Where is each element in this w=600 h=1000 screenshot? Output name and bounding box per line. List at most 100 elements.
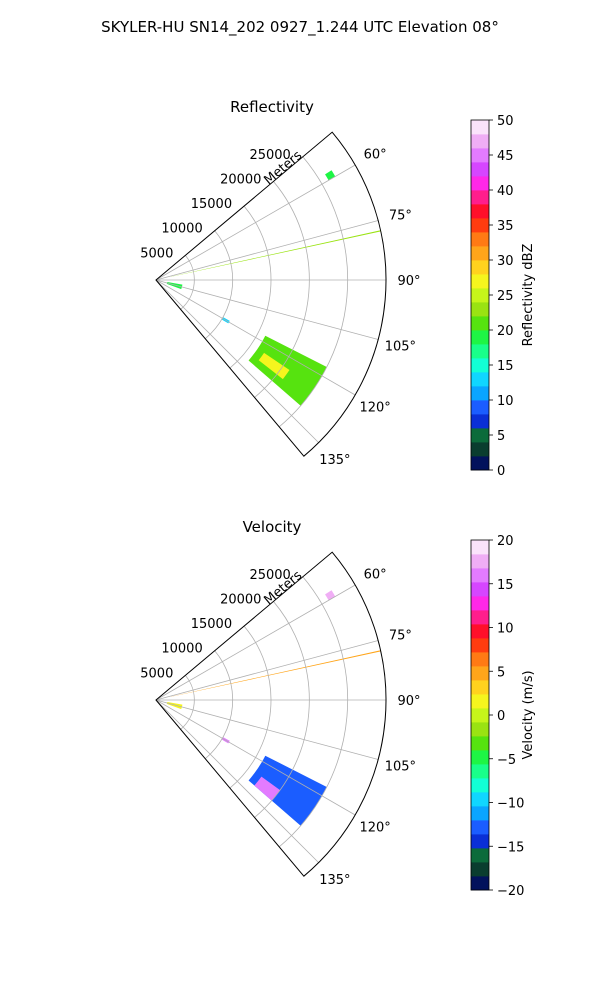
colorbar-swatch [471, 652, 489, 667]
range-ring [278, 576, 349, 848]
azimuth-tick-label: 75° [389, 209, 412, 224]
colorbar-swatch [471, 134, 489, 149]
colorbar-swatch [471, 848, 489, 863]
range-tick-label: 15000 [191, 617, 232, 632]
colorbar-swatch [471, 414, 489, 429]
azimuth-gridline [155, 584, 356, 701]
azimuth-gridline [155, 699, 356, 816]
colorbar-tick-label: −20 [497, 884, 524, 899]
colorbar-tick-label: 25 [497, 289, 514, 304]
azimuth-gridline [155, 279, 356, 396]
colorbar-tick-label: 0 [497, 709, 505, 724]
range-tick-label: 5000 [140, 666, 173, 681]
sector-frame [155, 131, 387, 457]
colorbar-swatch [471, 540, 489, 555]
colorbar-swatch [471, 204, 489, 219]
colorbar-swatch [471, 862, 489, 877]
colorbar-swatch [471, 302, 489, 317]
colorbar-swatch [471, 274, 489, 289]
azimuth-gridline [155, 699, 319, 863]
colorbar-swatch [471, 344, 489, 359]
azimuth-gridline [155, 279, 379, 340]
azimuth-gridline [155, 699, 379, 760]
colorbar-swatch [471, 680, 489, 695]
range-tick-label: 25000 [249, 568, 290, 583]
colorbar-swatch [471, 708, 489, 723]
colorbar-swatch [471, 568, 489, 583]
azimuth-tick-label: 75° [389, 629, 412, 644]
colorbar-swatch [471, 792, 489, 807]
colorbar-swatch [471, 176, 489, 191]
colorbar-swatch [471, 288, 489, 303]
azimuth-tick-label: 105° [385, 339, 416, 354]
colorbar-swatch [471, 316, 489, 331]
azimuth-gridline [155, 279, 319, 443]
velocity-polar-plot: 5000 10000 15000 20000 25000 60° 75° 90° 105° 120… [140, 551, 421, 888]
colorbar-swatch [471, 638, 489, 653]
colorbar-swatch [471, 386, 489, 401]
azimuth-gridline [155, 640, 379, 701]
azimuth-gridline [155, 220, 379, 281]
colorbar-swatch [471, 722, 489, 737]
range-ring [229, 205, 272, 369]
azimuth-tick-label: 60° [364, 148, 387, 163]
range-tick-label: 10000 [161, 642, 202, 657]
colorbar-swatch [471, 442, 489, 457]
colorbar-tick-label: 50 [497, 114, 514, 129]
reflectivity-title: Reflectivity [230, 98, 314, 116]
colorbar-swatch [471, 372, 489, 387]
range-ring [205, 650, 234, 760]
reflectivity-panel: Reflectivity 5000 10000 15000 20000 25000 60°… [140, 98, 536, 479]
velocity-colorbar-label: Velocity (m/s) [521, 670, 536, 759]
colorbar-swatch [471, 246, 489, 261]
echo-northeast-cell [325, 590, 336, 601]
colorbar-tick-label: 20 [497, 534, 514, 549]
colorbar-swatch [471, 120, 489, 135]
echo-storm-inbound-edge [254, 776, 281, 801]
azimuth-tick-label: 120° [359, 821, 390, 836]
colorbar-swatch [471, 666, 489, 681]
colorbar-swatch [471, 596, 489, 611]
colorbar-swatch [471, 876, 489, 891]
colorbar-tick-label: 10 [497, 622, 514, 637]
colorbar-swatch [471, 400, 489, 415]
colorbar-tick-label: −5 [497, 753, 516, 768]
range-tick-label: 20000 [220, 592, 261, 607]
azimuth-tick-label: 90° [397, 694, 420, 709]
echo-clutter-near-radar [166, 281, 183, 290]
colorbar-swatch [471, 820, 489, 835]
colorbar-tick-label: 35 [497, 219, 514, 234]
range-tick-label: 15000 [191, 197, 232, 212]
colorbar-tick-label: 30 [497, 254, 514, 269]
colorbar-swatch [471, 624, 489, 639]
range-ring [278, 156, 349, 428]
range-tick-label: 5000 [140, 246, 173, 261]
azimuth-tick-label: 105° [385, 759, 416, 774]
colorbar-swatch [471, 582, 489, 597]
colorbar-swatch [471, 554, 489, 569]
azimuth-tick-label: 135° [319, 873, 350, 888]
echo-southeast-storm [248, 755, 327, 826]
reflectivity-colorbar-label: Reflectivity dBZ [521, 244, 536, 347]
azimuth-tick-label: 90° [397, 274, 420, 289]
azimuth-tick-label: 120° [359, 401, 390, 416]
azimuth-tick-label: 60° [364, 568, 387, 583]
colorbar-swatch [471, 428, 489, 443]
colorbar-swatch [471, 148, 489, 163]
colorbar-tick-label: 0 [497, 464, 505, 479]
colorbar-tick-label: 5 [497, 665, 505, 680]
colorbar-swatch [471, 218, 489, 233]
range-ring [254, 601, 310, 818]
colorbar-swatch [471, 736, 489, 751]
colorbar-tick-label: 15 [497, 359, 514, 374]
colorbar-swatch [471, 232, 489, 247]
range-tick-label: 10000 [161, 222, 202, 237]
reflectivity-polar-plot: 5000 10000 15000 20000 25000 60° 75° 90° 105° 120… [140, 131, 421, 468]
azimuth-gridline [155, 164, 356, 281]
colorbar-swatch [471, 750, 489, 765]
range-tick-label: 25000 [249, 148, 290, 163]
velocity-colorbar: −20 −15 −10 −5 0 5 10 15 20 [470, 534, 524, 899]
range-ring [229, 625, 272, 789]
colorbar-swatch [471, 764, 489, 779]
